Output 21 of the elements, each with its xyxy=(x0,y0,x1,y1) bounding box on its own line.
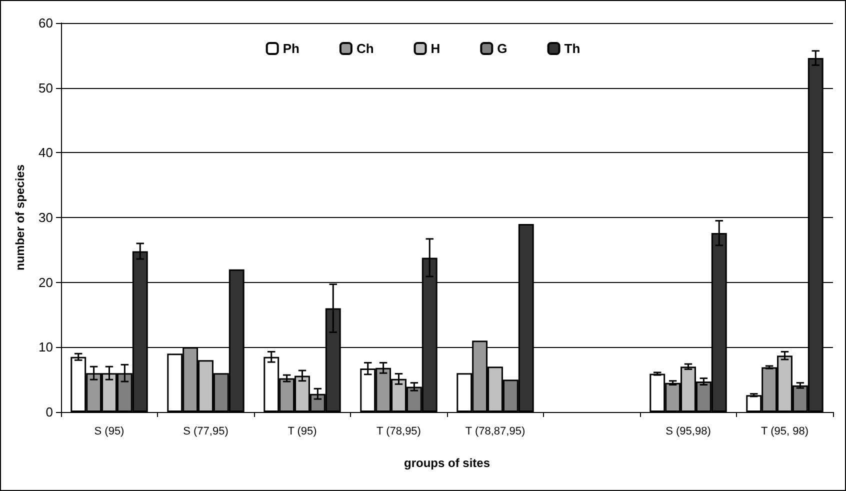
y-tick-label: 0 xyxy=(46,404,53,420)
x-axis-title: groups of sites xyxy=(404,456,490,470)
x-tick-label: S (95) xyxy=(94,426,124,438)
x-tick-label: T (95, 98) xyxy=(761,426,808,438)
y-tick-label: 10 xyxy=(38,340,53,355)
x-tick-label: T (78,87,95) xyxy=(465,426,526,438)
y-tick-label: 30 xyxy=(38,210,53,225)
legend-label: Th xyxy=(564,41,580,56)
y-tick-label: 40 xyxy=(38,145,53,160)
x-tick-label: S (95,98) xyxy=(666,426,711,438)
x-tick-label: T (78,95) xyxy=(376,426,421,438)
legend-label: H xyxy=(430,41,440,56)
legend-label: G xyxy=(497,41,508,56)
y-tick-label: 50 xyxy=(38,80,53,96)
x-tick-label: S (77,95) xyxy=(183,426,228,438)
legend-label: Ph xyxy=(282,41,300,56)
y-axis-title: number of species xyxy=(13,164,27,271)
y-tick-label: 20 xyxy=(38,274,53,290)
x-tick-label: T (95) xyxy=(288,426,317,438)
y-tick-label: 60 xyxy=(38,16,53,30)
legend-label: Ch xyxy=(356,41,374,56)
